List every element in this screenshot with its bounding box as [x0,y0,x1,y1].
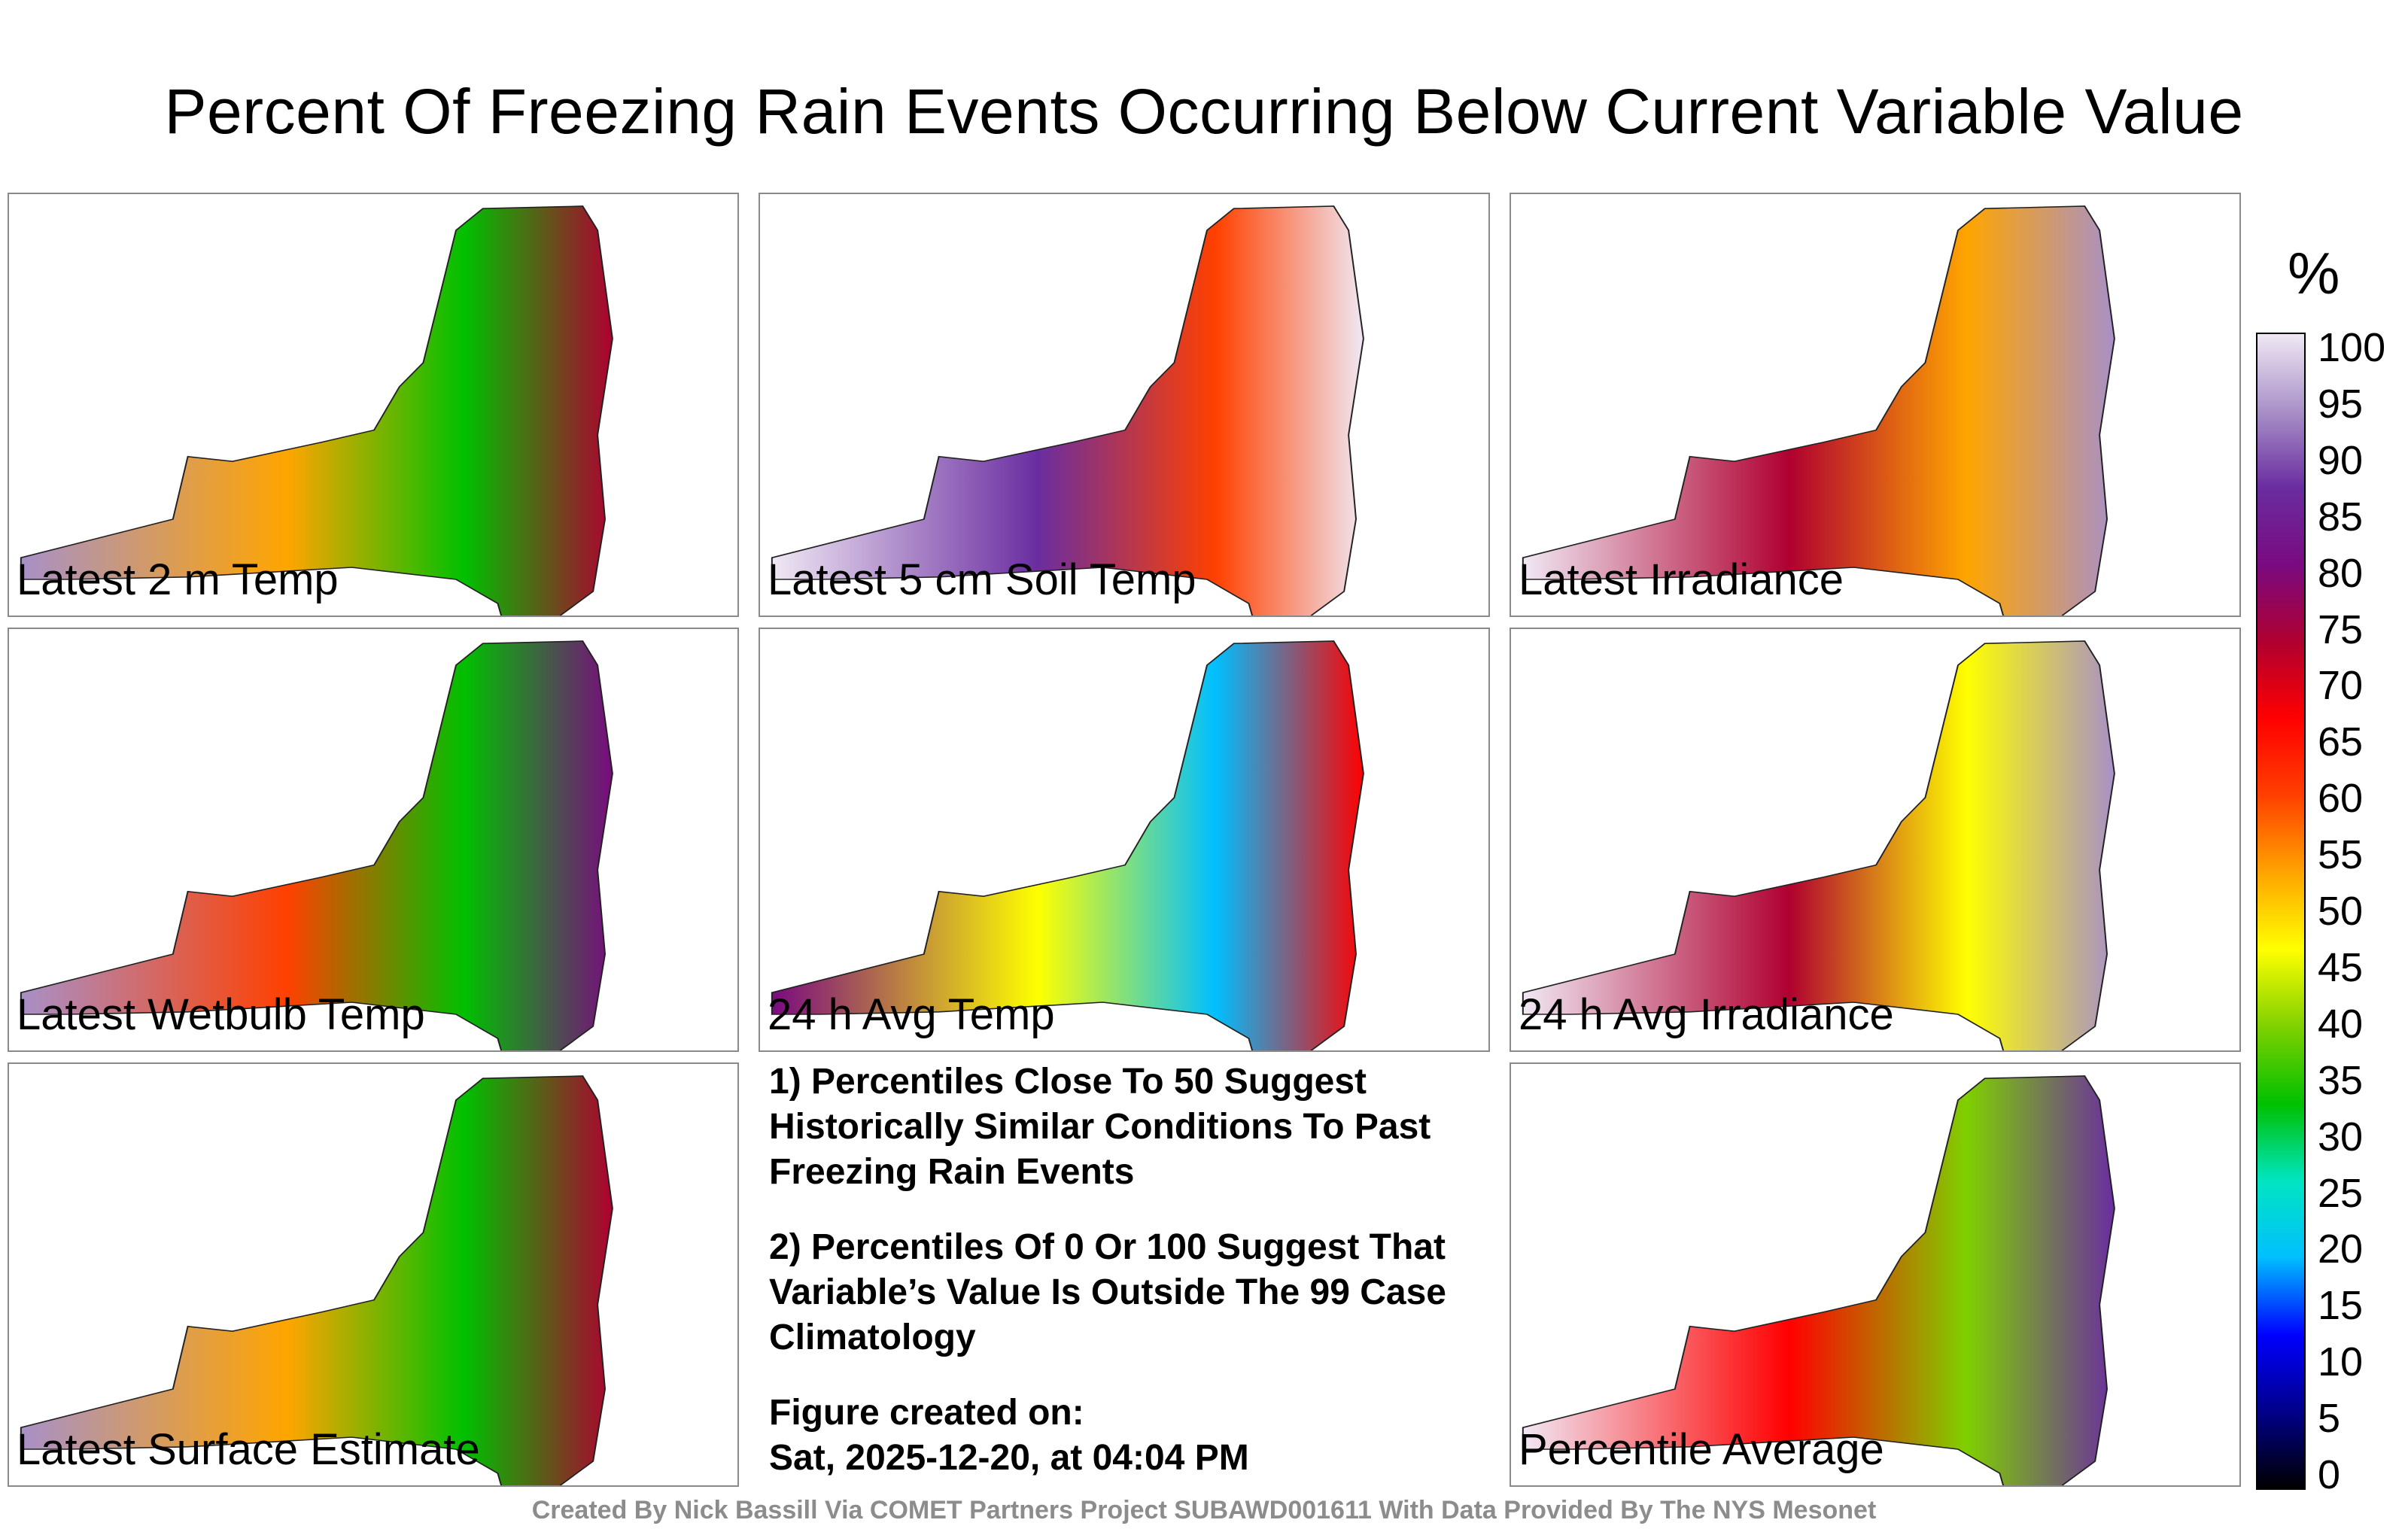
notes-text: 1) Percentiles Close To 50 Suggest Histo… [769,1059,1476,1481]
colorbar-tick: 75 [2318,606,2364,652]
state-map [771,640,1364,1050]
map-panel: Latest 2 m Temp [8,193,739,617]
state-outline [1522,205,2115,616]
state-map [1522,205,2115,616]
colorbar-unit: % [2288,240,2340,306]
colorbar-tick: 45 [2318,944,2364,990]
colorbar-tick: 25 [2318,1170,2364,1216]
map-panel: 24 h Avg Temp [759,628,1490,1052]
state-outline [1522,1075,2115,1485]
state-outline [20,640,613,1050]
colorbar-tick: 50 [2318,889,2364,934]
created-label: Figure created on: [769,1393,1084,1433]
colorbar-tick: 85 [2318,494,2364,540]
map-panel: Latest Wetbulb Temp [8,628,739,1052]
panel-label: Latest Wetbulb Temp [17,990,425,1039]
map-panel: Latest Surface Estimate [8,1062,739,1487]
panel-label: Latest 2 m Temp [17,555,339,604]
state-map [20,205,613,616]
state-map [20,1075,613,1485]
colorbar-tick: 90 [2318,437,2364,483]
colorbar-tick: 5 [2318,1396,2341,1442]
created-date: Sat, 2025-12-20, at 04:04 PM [769,1438,1249,1478]
state-outline [771,205,1364,616]
colorbar-tick: 60 [2318,776,2364,822]
colorbar-tick: 100 [2318,325,2386,370]
figure-title: Percent Of Freezing Rain Events Occurrin… [164,76,2244,147]
map-panel: Latest 5 cm Soil Temp [759,193,1490,617]
state-outline [1522,640,2115,1050]
colorbar-tick: 35 [2318,1057,2364,1103]
colorbar-tick: 95 [2318,381,2364,427]
colorbar-tick: 80 [2318,550,2364,596]
state-map [1522,640,2115,1050]
panel-label: Percentile Average [1519,1425,1884,1474]
credit-line: Created By Nick Bassill Via COMET Partne… [531,1496,1877,1524]
colorbar-tick: 15 [2318,1283,2364,1329]
panel-label: 24 h Avg Irradiance [1519,990,1894,1039]
state-outline [20,205,613,616]
colorbar-tick: 30 [2318,1114,2364,1160]
colorbar-tick: 40 [2318,1001,2364,1047]
panel-label: Latest Surface Estimate [17,1425,480,1474]
colorbar [2256,333,2306,1490]
state-outline [771,640,1364,1050]
map-panel: 24 h Avg Irradiance [1510,628,2241,1052]
panel-label: Latest Irradiance [1519,555,1844,604]
colorbar-tick: 10 [2318,1339,2364,1385]
panel-label: 24 h Avg Temp [768,990,1055,1039]
state-map [771,205,1364,616]
state-map [1522,1075,2115,1485]
note-2: 2) Percentiles Of 0 Or 100 Suggest That … [769,1227,1446,1357]
colorbar-tick: 65 [2318,719,2364,765]
state-map [20,640,613,1050]
state-outline [20,1075,613,1485]
panel-label: Latest 5 cm Soil Temp [768,555,1196,604]
map-panel: Percentile Average [1510,1062,2241,1487]
colorbar-tick: 20 [2318,1226,2364,1272]
colorbar-tick: 0 [2318,1452,2341,1497]
colorbar-tick: 55 [2318,832,2364,878]
map-panel: Latest Irradiance [1510,193,2241,617]
note-1: 1) Percentiles Close To 50 Suggest Histo… [769,1062,1431,1192]
colorbar-tick: 70 [2318,663,2364,709]
